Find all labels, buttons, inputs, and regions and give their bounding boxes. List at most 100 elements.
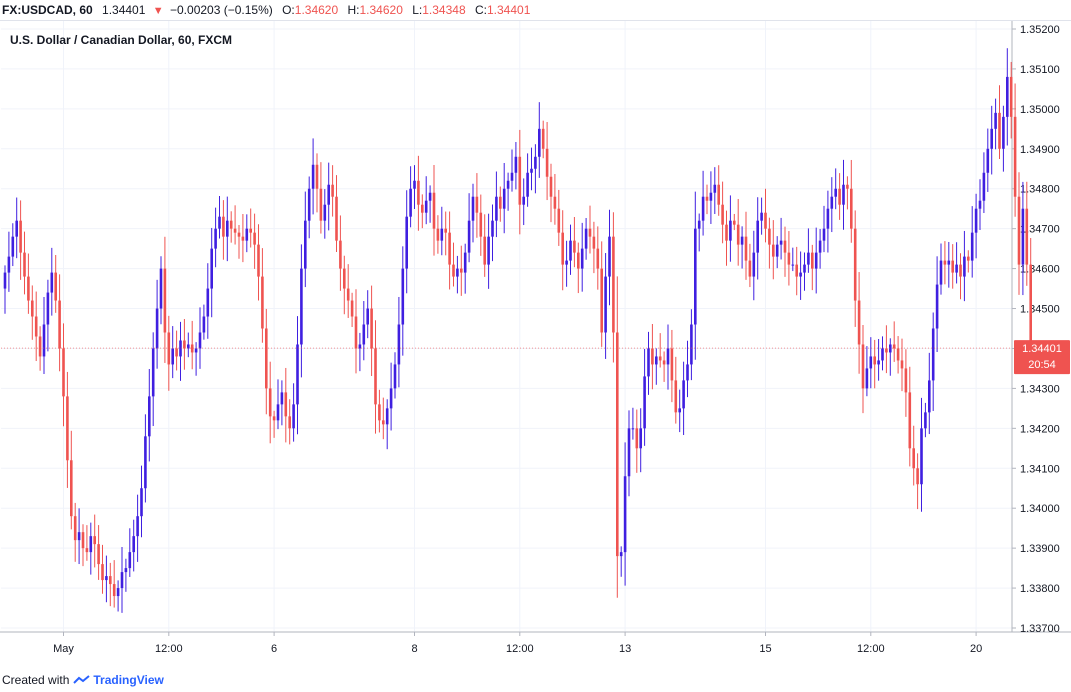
candle[interactable] bbox=[861, 344, 865, 389]
candle[interactable] bbox=[421, 204, 424, 213]
candle[interactable] bbox=[366, 308, 369, 325]
candle[interactable] bbox=[1009, 76, 1013, 117]
candle[interactable] bbox=[187, 344, 190, 349]
candle[interactable] bbox=[405, 216, 408, 269]
candle[interactable] bbox=[549, 176, 553, 197]
candle[interactable] bbox=[214, 228, 217, 249]
price-chart[interactable]: 1.35200 1.35100 1.35000 1.34900 1.34800 1.347… bbox=[0, 0, 1071, 668]
candle[interactable] bbox=[198, 332, 202, 349]
candle[interactable] bbox=[249, 228, 252, 233]
candle[interactable] bbox=[783, 240, 787, 253]
candle[interactable] bbox=[1013, 116, 1017, 197]
candle[interactable] bbox=[62, 348, 65, 397]
candle[interactable] bbox=[627, 428, 631, 477]
candle[interactable] bbox=[241, 236, 245, 241]
candle[interactable] bbox=[495, 196, 498, 221]
candle[interactable] bbox=[701, 196, 705, 221]
candle[interactable] bbox=[834, 188, 837, 197]
candle[interactable] bbox=[389, 388, 393, 409]
candle[interactable] bbox=[210, 248, 213, 289]
candle[interactable] bbox=[682, 380, 685, 409]
candle[interactable] bbox=[171, 348, 174, 365]
candle[interactable] bbox=[116, 588, 120, 597]
candle[interactable] bbox=[799, 272, 802, 277]
candle[interactable] bbox=[38, 336, 42, 357]
candle[interactable] bbox=[522, 196, 525, 205]
candle[interactable] bbox=[132, 536, 135, 553]
candle[interactable] bbox=[155, 308, 159, 349]
candle[interactable] bbox=[892, 344, 896, 349]
candle[interactable] bbox=[1002, 116, 1005, 149]
candle[interactable] bbox=[436, 228, 440, 241]
candle[interactable] bbox=[666, 348, 670, 365]
candle[interactable] bbox=[237, 232, 241, 237]
candle[interactable] bbox=[42, 324, 46, 357]
candle[interactable] bbox=[678, 408, 681, 413]
candle[interactable] bbox=[397, 324, 401, 365]
candle[interactable] bbox=[144, 436, 147, 489]
candle[interactable] bbox=[717, 184, 720, 205]
candle[interactable] bbox=[736, 224, 740, 245]
candle[interactable] bbox=[748, 260, 752, 277]
candle[interactable] bbox=[881, 348, 884, 361]
candle[interactable] bbox=[393, 364, 397, 389]
candle[interactable] bbox=[935, 284, 939, 329]
candle[interactable] bbox=[982, 172, 986, 201]
candle[interactable] bbox=[530, 168, 533, 173]
candle[interactable] bbox=[70, 460, 73, 517]
candle[interactable] bbox=[573, 240, 576, 253]
candle[interactable] bbox=[623, 476, 627, 553]
candle[interactable] bbox=[990, 128, 993, 149]
candle[interactable] bbox=[514, 156, 518, 173]
candle[interactable] bbox=[795, 264, 798, 277]
candle[interactable] bbox=[112, 584, 116, 597]
candle[interactable] bbox=[280, 392, 284, 405]
candle[interactable] bbox=[920, 428, 923, 485]
candle[interactable] bbox=[409, 188, 412, 217]
candle[interactable] bbox=[73, 516, 77, 541]
candle[interactable] bbox=[66, 396, 69, 461]
candle[interactable] bbox=[651, 348, 654, 365]
candle[interactable] bbox=[994, 112, 997, 129]
candle[interactable] bbox=[268, 388, 272, 417]
candle[interactable] bbox=[491, 220, 494, 237]
candle[interactable] bbox=[233, 228, 237, 233]
candle[interactable] bbox=[179, 340, 182, 357]
candle[interactable] bbox=[912, 448, 915, 469]
candle[interactable] bbox=[109, 576, 112, 585]
symbol-label[interactable]: FX:USDCAD, 60 bbox=[2, 3, 93, 17]
candle[interactable] bbox=[479, 212, 483, 237]
candle[interactable] bbox=[616, 332, 619, 557]
candle[interactable] bbox=[998, 112, 1001, 149]
candle[interactable] bbox=[811, 252, 814, 269]
candle[interactable] bbox=[900, 360, 904, 369]
candle[interactable] bbox=[315, 164, 319, 189]
candle[interactable] bbox=[826, 208, 830, 229]
candle[interactable] bbox=[694, 228, 697, 325]
candle[interactable] bbox=[148, 396, 151, 437]
candle[interactable] bbox=[1025, 208, 1029, 265]
candle[interactable] bbox=[374, 348, 377, 405]
candle[interactable] bbox=[764, 212, 767, 229]
candle[interactable] bbox=[499, 196, 502, 209]
candle[interactable] bbox=[709, 192, 713, 201]
candle[interactable] bbox=[276, 404, 280, 421]
candle[interactable] bbox=[296, 344, 299, 405]
candle[interactable] bbox=[928, 380, 931, 413]
candle[interactable] bbox=[506, 180, 510, 189]
candle[interactable] bbox=[77, 532, 81, 541]
candle[interactable] bbox=[467, 220, 471, 253]
candle[interactable] bbox=[339, 240, 342, 269]
candle[interactable] bbox=[311, 164, 315, 189]
candle[interactable] bbox=[245, 228, 249, 241]
candle[interactable] bbox=[54, 272, 57, 301]
candle[interactable] bbox=[19, 220, 22, 253]
candle[interactable] bbox=[183, 340, 186, 349]
candle[interactable] bbox=[744, 236, 748, 261]
candle[interactable] bbox=[740, 236, 744, 245]
candle[interactable] bbox=[346, 288, 350, 301]
candle[interactable] bbox=[1006, 76, 1009, 117]
candle[interactable] bbox=[584, 228, 588, 249]
candle[interactable] bbox=[518, 156, 522, 205]
candle[interactable] bbox=[963, 256, 966, 277]
